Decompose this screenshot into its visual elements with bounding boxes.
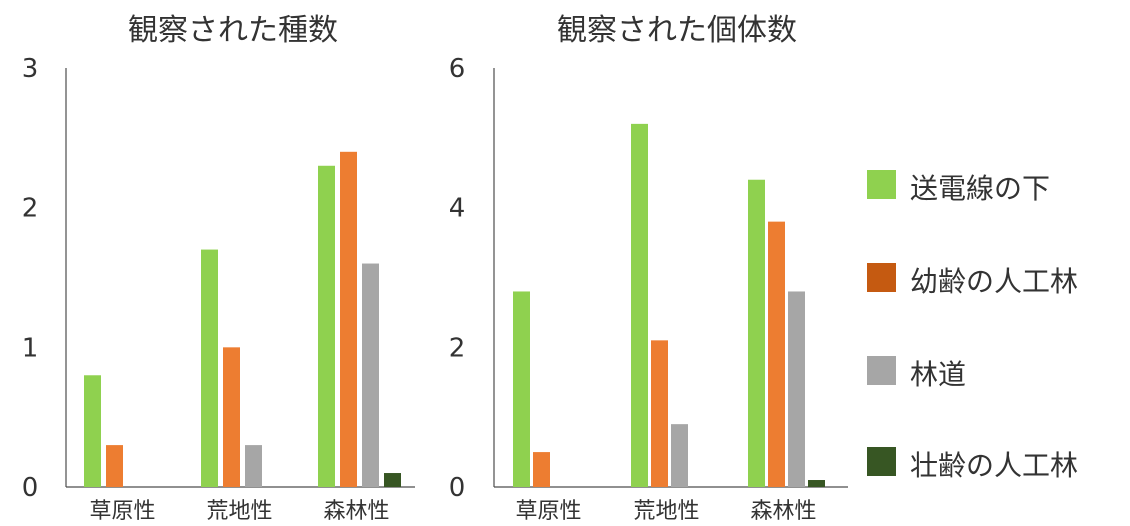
bar-series-1-grassland (513, 291, 530, 487)
chart-title: 観察された種数 (128, 13, 338, 48)
individual-count-chart: 観察された個体数 0 2 4 6 草原性 荒地性 森林性 (449, 13, 848, 524)
bar-series-2-grassland (106, 445, 123, 487)
bar-series-4-forest (808, 480, 825, 487)
legend-swatch (867, 263, 896, 292)
y-tick-label: 4 (449, 194, 466, 224)
bar-series-2-forest (768, 221, 785, 487)
y-tick-label: 1 (22, 333, 39, 363)
y-tick-label: 6 (449, 54, 466, 84)
x-category-label: 荒地性 (206, 499, 272, 524)
legend-label: 壮齢の人工林 (910, 449, 1078, 482)
bar-series-3-wasteland (245, 445, 262, 487)
x-category-label: 草原性 (89, 499, 155, 524)
bar-series-2-wasteland (651, 340, 668, 487)
y-tick-label: 3 (22, 54, 39, 84)
x-category-label: 草原性 (515, 499, 581, 524)
bar-series-1-wasteland (631, 123, 648, 487)
legend-label: 幼齢の人工林 (910, 265, 1078, 298)
bar-series-2-wasteland (223, 347, 240, 487)
bar-series-1-grassland (84, 375, 101, 487)
species-count-chart: 観察された種数 0 1 2 3 草原性 荒地性 森林性 (22, 13, 415, 524)
x-category-label: 森林性 (750, 499, 816, 524)
bar-series-2-grassland (533, 452, 550, 487)
legend-swatch (867, 170, 896, 199)
bar-series-4-forest (384, 473, 401, 487)
legend-swatch (867, 447, 896, 476)
bar-series-1-wasteland (201, 249, 218, 487)
y-tick-label: 2 (22, 194, 39, 224)
x-category-label: 荒地性 (633, 499, 699, 524)
legend-swatch (867, 356, 896, 385)
bar-series-3-forest (788, 291, 805, 487)
bar-series-1-forest (748, 179, 765, 487)
y-tick-label: 0 (449, 473, 466, 503)
x-category-label: 森林性 (323, 499, 389, 524)
chart-title: 観察された個体数 (557, 13, 797, 48)
bar-series-2-forest (340, 151, 357, 488)
y-tick-label: 2 (449, 333, 466, 363)
bar-series-3-wasteland (671, 424, 688, 487)
y-tick-label: 0 (22, 473, 39, 503)
legend-label: 送電線の下 (910, 172, 1050, 205)
bar-series-1-forest (318, 165, 335, 487)
legend-label: 林道 (910, 358, 966, 391)
bar-series-3-forest (362, 263, 379, 487)
